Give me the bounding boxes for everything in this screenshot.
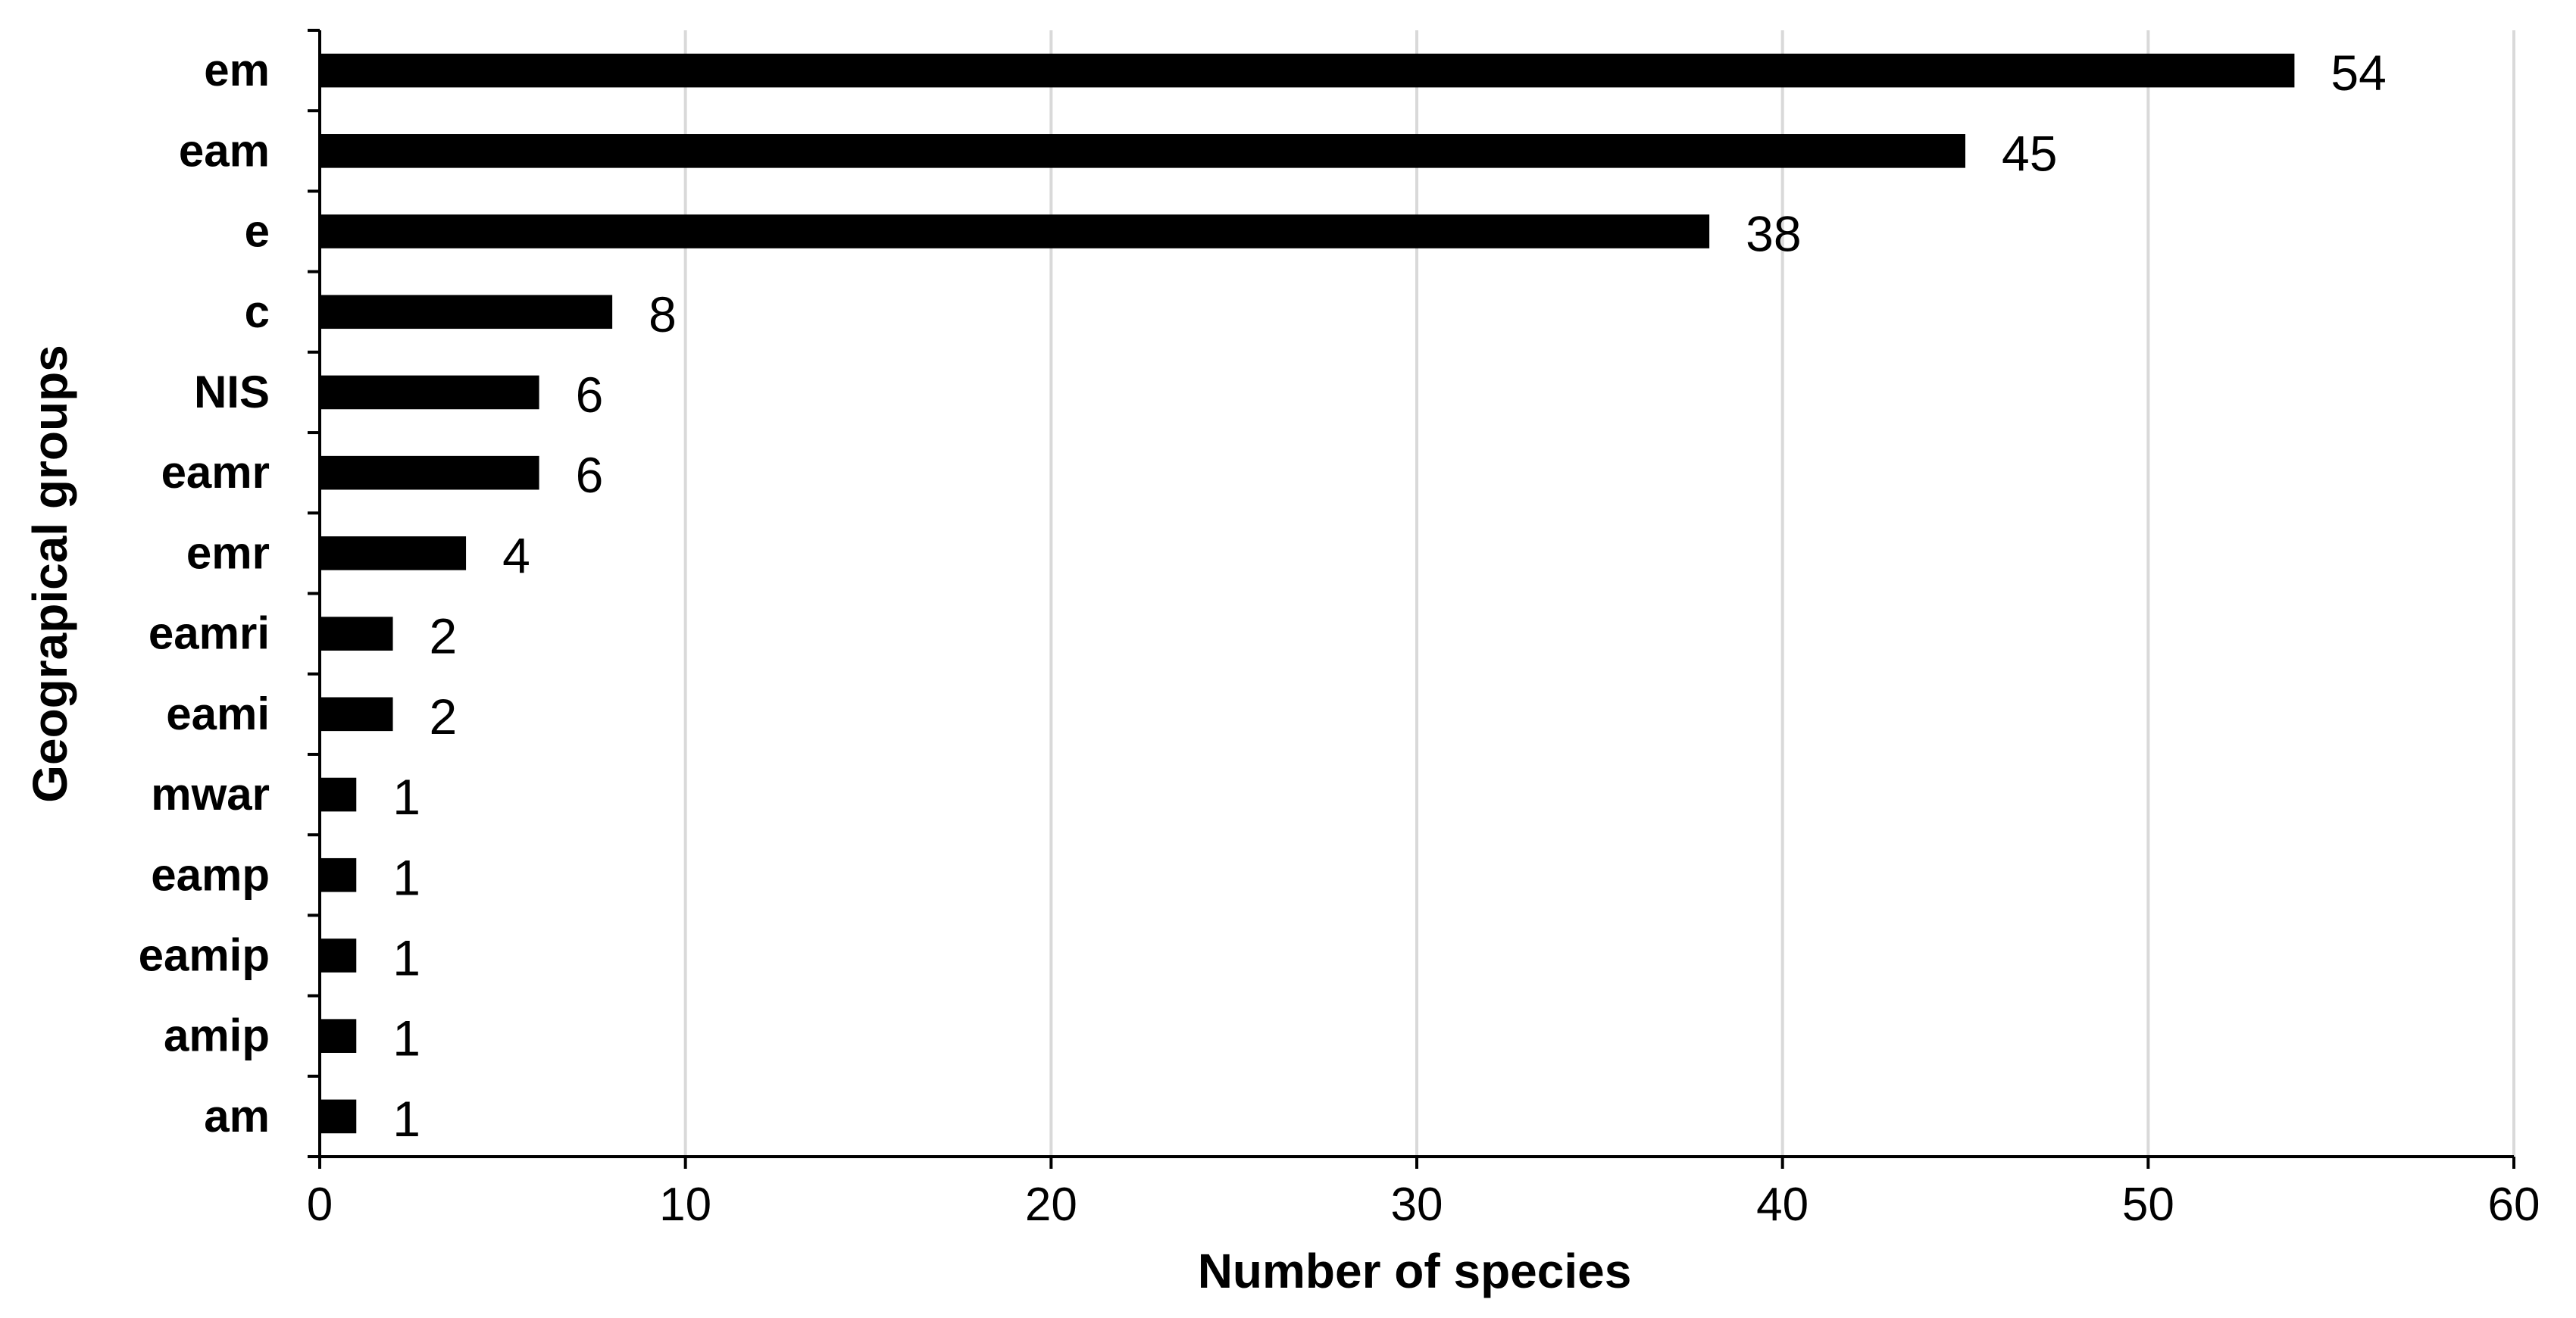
- data-label: 1: [392, 769, 420, 825]
- x-tick-label: 10: [659, 1179, 711, 1231]
- data-label: 1: [392, 849, 420, 905]
- bar-eam: [320, 134, 1965, 168]
- category-label: NIS: [194, 367, 270, 417]
- category-label: emr: [186, 527, 270, 578]
- data-label: 2: [430, 689, 458, 745]
- bar-e: [320, 214, 1710, 248]
- x-axis-title: Number of species: [1198, 1244, 1632, 1298]
- bar-c: [320, 295, 613, 330]
- category-label: eamr: [161, 447, 270, 498]
- labels: 0 10 20 30 40 50 60 em 54 eam 45 e 38 c 8 NIS 6 eamr 6 emr 4…: [139, 45, 2540, 1231]
- category-label: eamip: [139, 929, 270, 980]
- category-label: em: [204, 45, 270, 95]
- category-label: e: [245, 206, 270, 257]
- bar-emr: [320, 536, 467, 570]
- bar-eami: [320, 697, 393, 732]
- category-label: eamri: [148, 608, 270, 659]
- data-label: 2: [430, 608, 458, 664]
- bar-eamp: [320, 857, 357, 892]
- bar-amip: [320, 1019, 357, 1053]
- bar-NIS: [320, 375, 539, 410]
- gridlines: [683, 30, 2515, 1157]
- data-label: 38: [1746, 206, 1801, 262]
- x-tick-label: 20: [1025, 1179, 1077, 1231]
- data-label: 8: [649, 286, 677, 342]
- bars: [320, 53, 2295, 1134]
- data-label: 6: [576, 367, 604, 423]
- bar-eamr: [320, 455, 539, 490]
- bar-eamri: [320, 617, 393, 651]
- y-axis-title: Geograpical groups: [23, 345, 77, 803]
- data-label: 1: [392, 929, 420, 985]
- data-label: 54: [2331, 45, 2386, 101]
- x-tick-label: 0: [307, 1179, 333, 1231]
- bar-em: [320, 53, 2295, 88]
- data-label: 6: [576, 447, 604, 503]
- bar-mwar: [320, 777, 357, 812]
- axes: [308, 29, 2515, 1169]
- category-label: am: [204, 1091, 270, 1142]
- data-label: 4: [502, 527, 530, 583]
- data-label: 45: [2002, 125, 2057, 181]
- x-tick-label: 30: [1391, 1179, 1443, 1231]
- bar-am: [320, 1099, 357, 1134]
- category-label: mwar: [151, 769, 270, 820]
- category-label: eamp: [151, 849, 270, 900]
- x-tick-label: 50: [2122, 1179, 2174, 1231]
- category-label: c: [245, 286, 270, 337]
- category-label: eami: [166, 689, 270, 739]
- category-label: amip: [164, 1010, 270, 1061]
- data-label: 1: [392, 1091, 420, 1147]
- x-tick-label: 40: [1756, 1179, 1809, 1231]
- data-label: 1: [392, 1010, 420, 1067]
- bar-eamip: [320, 939, 357, 973]
- category-label: eam: [179, 125, 270, 176]
- x-tick-label: 60: [2488, 1179, 2540, 1231]
